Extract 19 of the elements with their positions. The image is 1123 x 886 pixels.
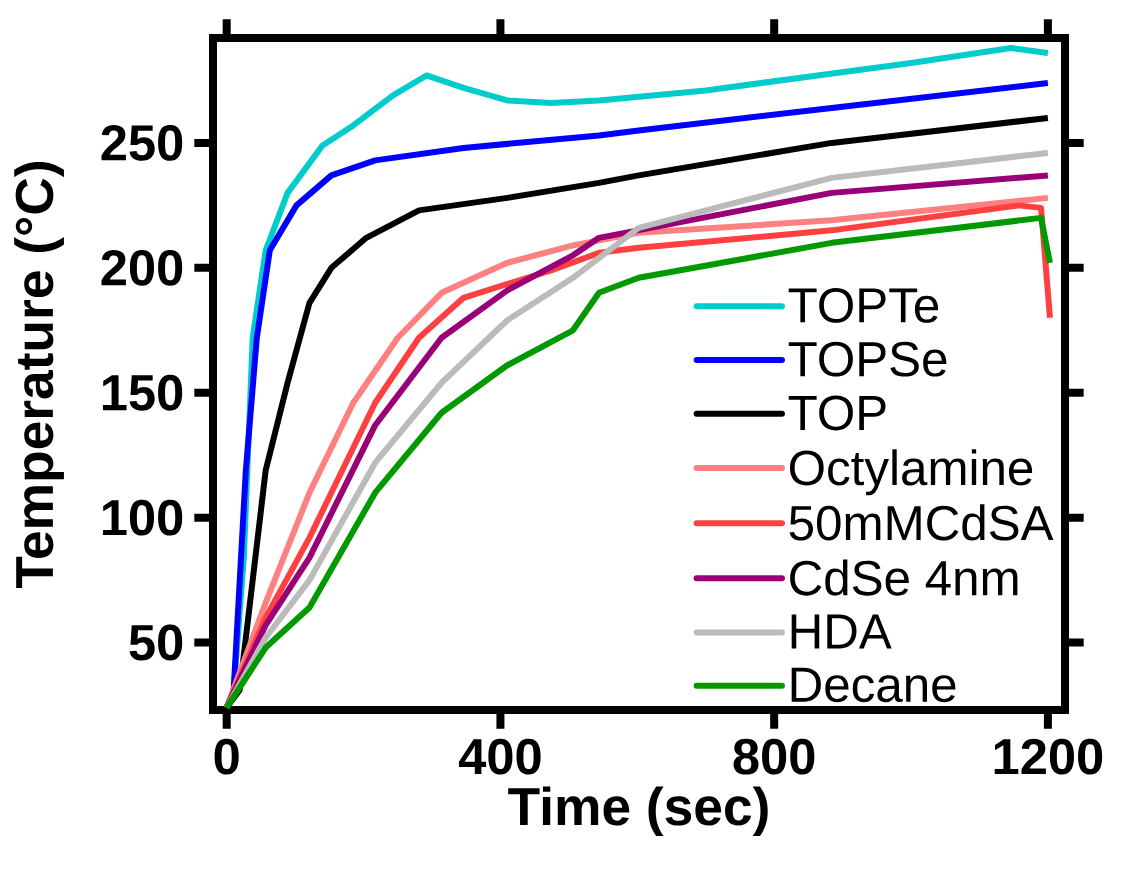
x-tick-label: 0 [214,738,239,775]
y-tick-label: 100 [102,499,183,536]
legend-label: TOPSe [788,341,947,377]
legend-label: CdSe 4nm [790,559,1018,596]
legend-label: Octylamine [789,449,1033,496]
y-tick-label: 250 [101,124,183,161]
legend-label: TOPTe [788,287,939,323]
y-axis-title: Temperature (°C) [14,162,64,589]
x-tick-label: 400 [458,738,541,775]
y-tick-label: 200 [101,249,183,286]
y-tick-label: 150 [102,374,183,411]
legend-label: 50mMCdSA [789,504,1054,541]
legend-label: HDA [791,614,892,649]
legend-label: TOP [788,395,886,431]
legend-label: Decane [791,667,956,703]
x-axis-title: Time (sec) [508,786,768,837]
y-tick-label: 50 [129,624,183,661]
x-tick-label: 1200 [994,738,1103,775]
x-tick-label: 800 [733,738,815,775]
